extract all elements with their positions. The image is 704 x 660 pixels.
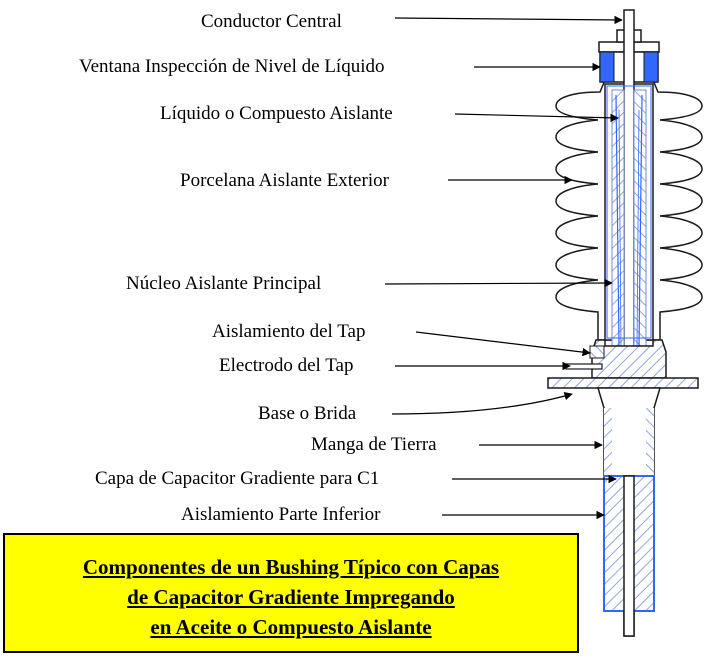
- label-lower-insulation: Aislamiento Parte Inferior: [181, 504, 380, 526]
- inspection-window-left: [600, 52, 614, 82]
- label-liquid: Líquido o Compuesto Aislante: [160, 103, 393, 125]
- tap-electrode: [566, 364, 602, 369]
- caption-line-3: en Aceite o Compuesto Aislante: [5, 615, 577, 640]
- label-conductor: Conductor Central: [201, 11, 342, 33]
- label-ground-sleeve: Manga de Tierra: [311, 434, 437, 456]
- ground-sleeve-inner-right: [646, 408, 654, 476]
- label-capacitor-layer: Capa de Capacitor Gradiente para C1: [95, 468, 379, 490]
- label-tap-electrode: Electrodo del Tap: [219, 355, 353, 377]
- label-tap-insulation: Aislamiento del Tap: [212, 321, 365, 343]
- label-porcelain: Porcelana Aislante Exterior: [180, 170, 389, 192]
- lower-conductor: [624, 476, 634, 636]
- flange: [548, 378, 698, 388]
- ground-sleeve-inner-left: [604, 408, 612, 476]
- caption-line-2: de Capacitor Gradiente Impregando: [5, 585, 577, 610]
- leader-tap-insulation: [416, 332, 590, 353]
- label-flange: Base o Brida: [258, 403, 356, 425]
- caption-box: Componentes de un Bushing Típico con Cap…: [3, 533, 579, 653]
- leader-flange: [392, 394, 572, 414]
- inspection-window-right: [644, 52, 658, 82]
- tap-insulation: [590, 346, 604, 358]
- leader-conductor: [395, 18, 622, 20]
- caption-line-1: Componentes de un Bushing Típico con Cap…: [5, 555, 577, 580]
- label-core: Núcleo Aislante Principal: [126, 273, 321, 295]
- label-window: Ventana Inspección de Nivel de Líquido: [79, 56, 384, 78]
